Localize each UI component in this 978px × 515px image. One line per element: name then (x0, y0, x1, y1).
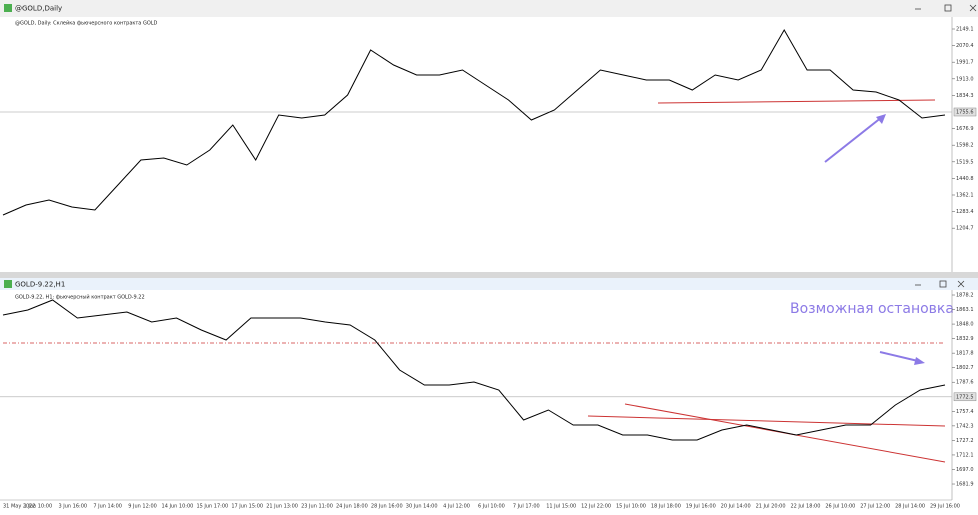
y-tick-label: 1991.7 (956, 60, 974, 66)
x-tick-label: 3 Jun 16:00 (58, 504, 87, 510)
x-tick-label: 7 Jun 14:00 (93, 504, 122, 510)
last-price-label: 1755.6 (956, 109, 974, 115)
y-tick-label: 1834.3 (956, 93, 974, 99)
last-price-box (953, 392, 977, 402)
x-tick-label: 27 Jul 12:00 (860, 504, 890, 510)
y-tick-label: 1519.5 (956, 159, 974, 165)
y-tick-label: 1283.4 (956, 209, 974, 215)
y-tick-label: 1697.0 (956, 467, 974, 473)
x-tick-label: 15 Jul 10:00 (616, 504, 646, 510)
arrow-head (914, 357, 925, 365)
x-tick-label: 7 Jul 17:00 (513, 504, 540, 510)
y-tick-label: 2070.4 (956, 43, 974, 49)
price-line (2, 28, 946, 216)
window-buttons[interactable] (915, 280, 965, 288)
y-tick-label: 1787.6 (956, 380, 974, 386)
y-tick-label: 1817.8 (956, 351, 974, 357)
arrow-head (876, 114, 886, 124)
x-tick-label: 6 Jul 10:00 (478, 504, 505, 510)
last-price-box (953, 107, 977, 117)
x-tick-label: 29 Jul 16:00 (930, 504, 960, 510)
x-tick-label: 17 Jun 15:00 (231, 504, 263, 510)
chart-subtitle: GOLD-9.22, H1: фьючерсный контракт GOLD-… (15, 294, 145, 301)
annotation: Возможная остановка (790, 301, 954, 317)
y-tick-label: 1802.7 (956, 365, 974, 371)
separator (0, 272, 978, 278)
x-tick-label: 26 Jul 10:00 (825, 504, 855, 510)
y-tick-label: 1712.1 (956, 452, 974, 458)
x-tick-label: 22 Jul 18:00 (790, 504, 820, 510)
trend-line (657, 99, 936, 104)
window-icon (4, 280, 12, 288)
x-tick-label: 18 Jul 18:00 (651, 504, 681, 510)
y-tick-label: 1863.1 (956, 307, 974, 313)
x-tick-label: 15 Jun 17:00 (196, 504, 228, 510)
x-tick-label: 24 Jun 18:00 (336, 504, 368, 510)
x-tick-label: 28 Jul 14:00 (895, 504, 925, 510)
y-tick-label: 1598.2 (956, 143, 974, 149)
x-tick-label: 14 Jun 10:00 (162, 504, 194, 510)
window-buttons[interactable] (915, 4, 977, 12)
x-tick-label: 1 Jun 10:00 (24, 504, 53, 510)
y-tick-label: 1878.2 (956, 293, 974, 299)
x-tick-label: 28 Jun 16:00 (371, 504, 403, 510)
trend-line (587, 415, 946, 427)
window-title: GOLD-9.22,H1 (15, 281, 65, 289)
y-tick-label: 1676.9 (956, 126, 974, 132)
x-tick-label: 21 Jul 20:00 (756, 504, 786, 510)
y-tick-label: 1681.9 (956, 482, 974, 488)
x-tick-label: 19 Jul 16:00 (686, 504, 716, 510)
x-tick-label: 4 Jul 12:00 (443, 504, 470, 510)
last-price-label: 1772.5 (956, 394, 974, 400)
arrow (824, 116, 883, 163)
x-tick-label: 9 Jun 12:00 (128, 504, 157, 510)
x-tick-label: 23 Jun 11:00 (301, 504, 333, 510)
x-tick-label: 12 Jul 22:00 (581, 504, 611, 510)
y-tick-label: 1913.0 (956, 76, 974, 82)
title-bar (0, 0, 978, 17)
window-title: @GOLD,Daily (15, 5, 62, 13)
y-tick-label: 1757.4 (956, 409, 974, 415)
price-line (2, 299, 946, 441)
x-tick-label: 31 May 2022 (3, 504, 36, 510)
y-tick-label: 1440.8 (956, 176, 974, 182)
y-tick-label: 1727.2 (956, 438, 974, 444)
y-tick-label: 1362.1 (956, 192, 974, 198)
title-bar (0, 278, 978, 290)
chart-subtitle: @GOLD, Daily: Склейка фьючерсного контра… (15, 20, 158, 27)
arrow (879, 351, 919, 362)
x-tick-label: 21 Jun 13:00 (266, 504, 298, 510)
y-tick-label: 1832.9 (956, 336, 974, 342)
y-tick-label: 1742.3 (956, 423, 974, 429)
x-tick-label: 20 Jul 14:00 (721, 504, 751, 510)
y-tick-label: 1848.0 (956, 322, 974, 328)
x-tick-label: 11 Jul 15:00 (546, 504, 576, 510)
y-tick-label: 2149.1 (956, 27, 974, 33)
y-tick-label: 1204.7 (956, 226, 974, 232)
window-icon (4, 4, 12, 12)
x-tick-label: 30 Jun 14:00 (406, 504, 438, 510)
